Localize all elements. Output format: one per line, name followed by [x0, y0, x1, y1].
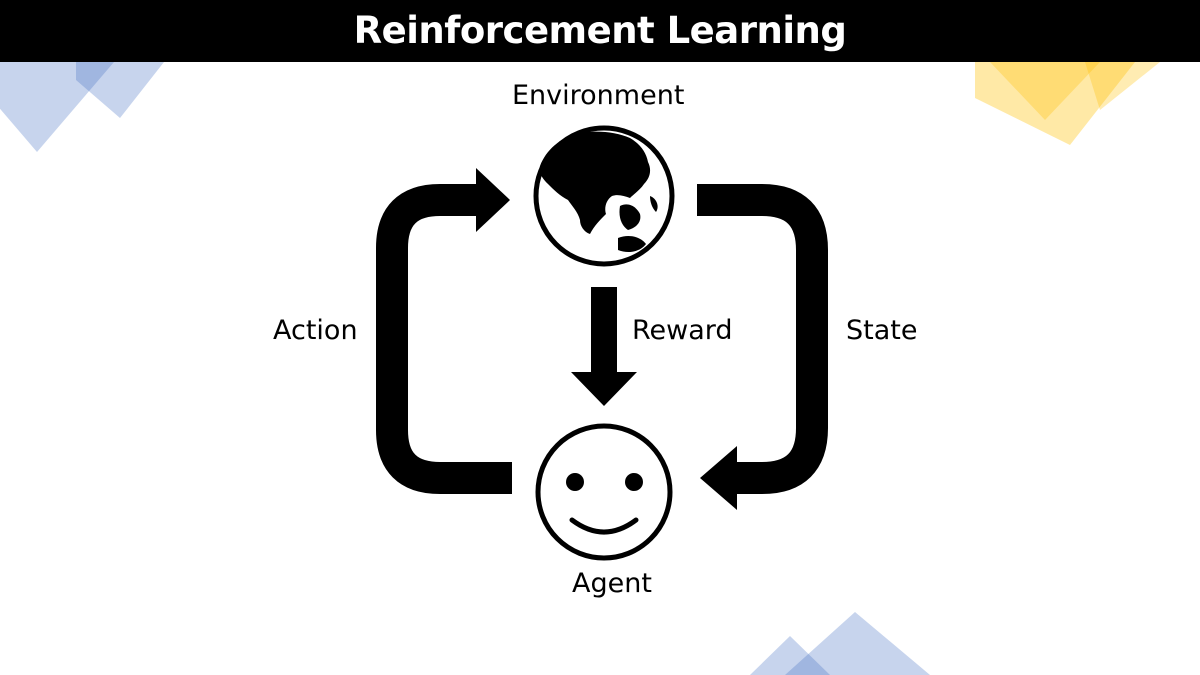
action-label: Action [273, 315, 358, 346]
smiley-face-icon [535, 423, 673, 561]
top-right-diamonds [975, 62, 1160, 145]
top-left-diamonds [0, 62, 164, 152]
agent-label: Agent [572, 568, 652, 599]
globe-icon [533, 125, 675, 267]
title-bar: Reinforcement Learning [0, 0, 1200, 62]
action-arrow [376, 168, 512, 494]
state-label: State [846, 315, 918, 346]
reward-arrow [571, 287, 637, 406]
state-arrow [697, 184, 828, 510]
bottom-diamonds [750, 612, 930, 675]
environment-label: Environment [512, 80, 685, 111]
slide-title: Reinforcement Learning [353, 9, 847, 52]
reward-label: Reward [632, 315, 733, 346]
